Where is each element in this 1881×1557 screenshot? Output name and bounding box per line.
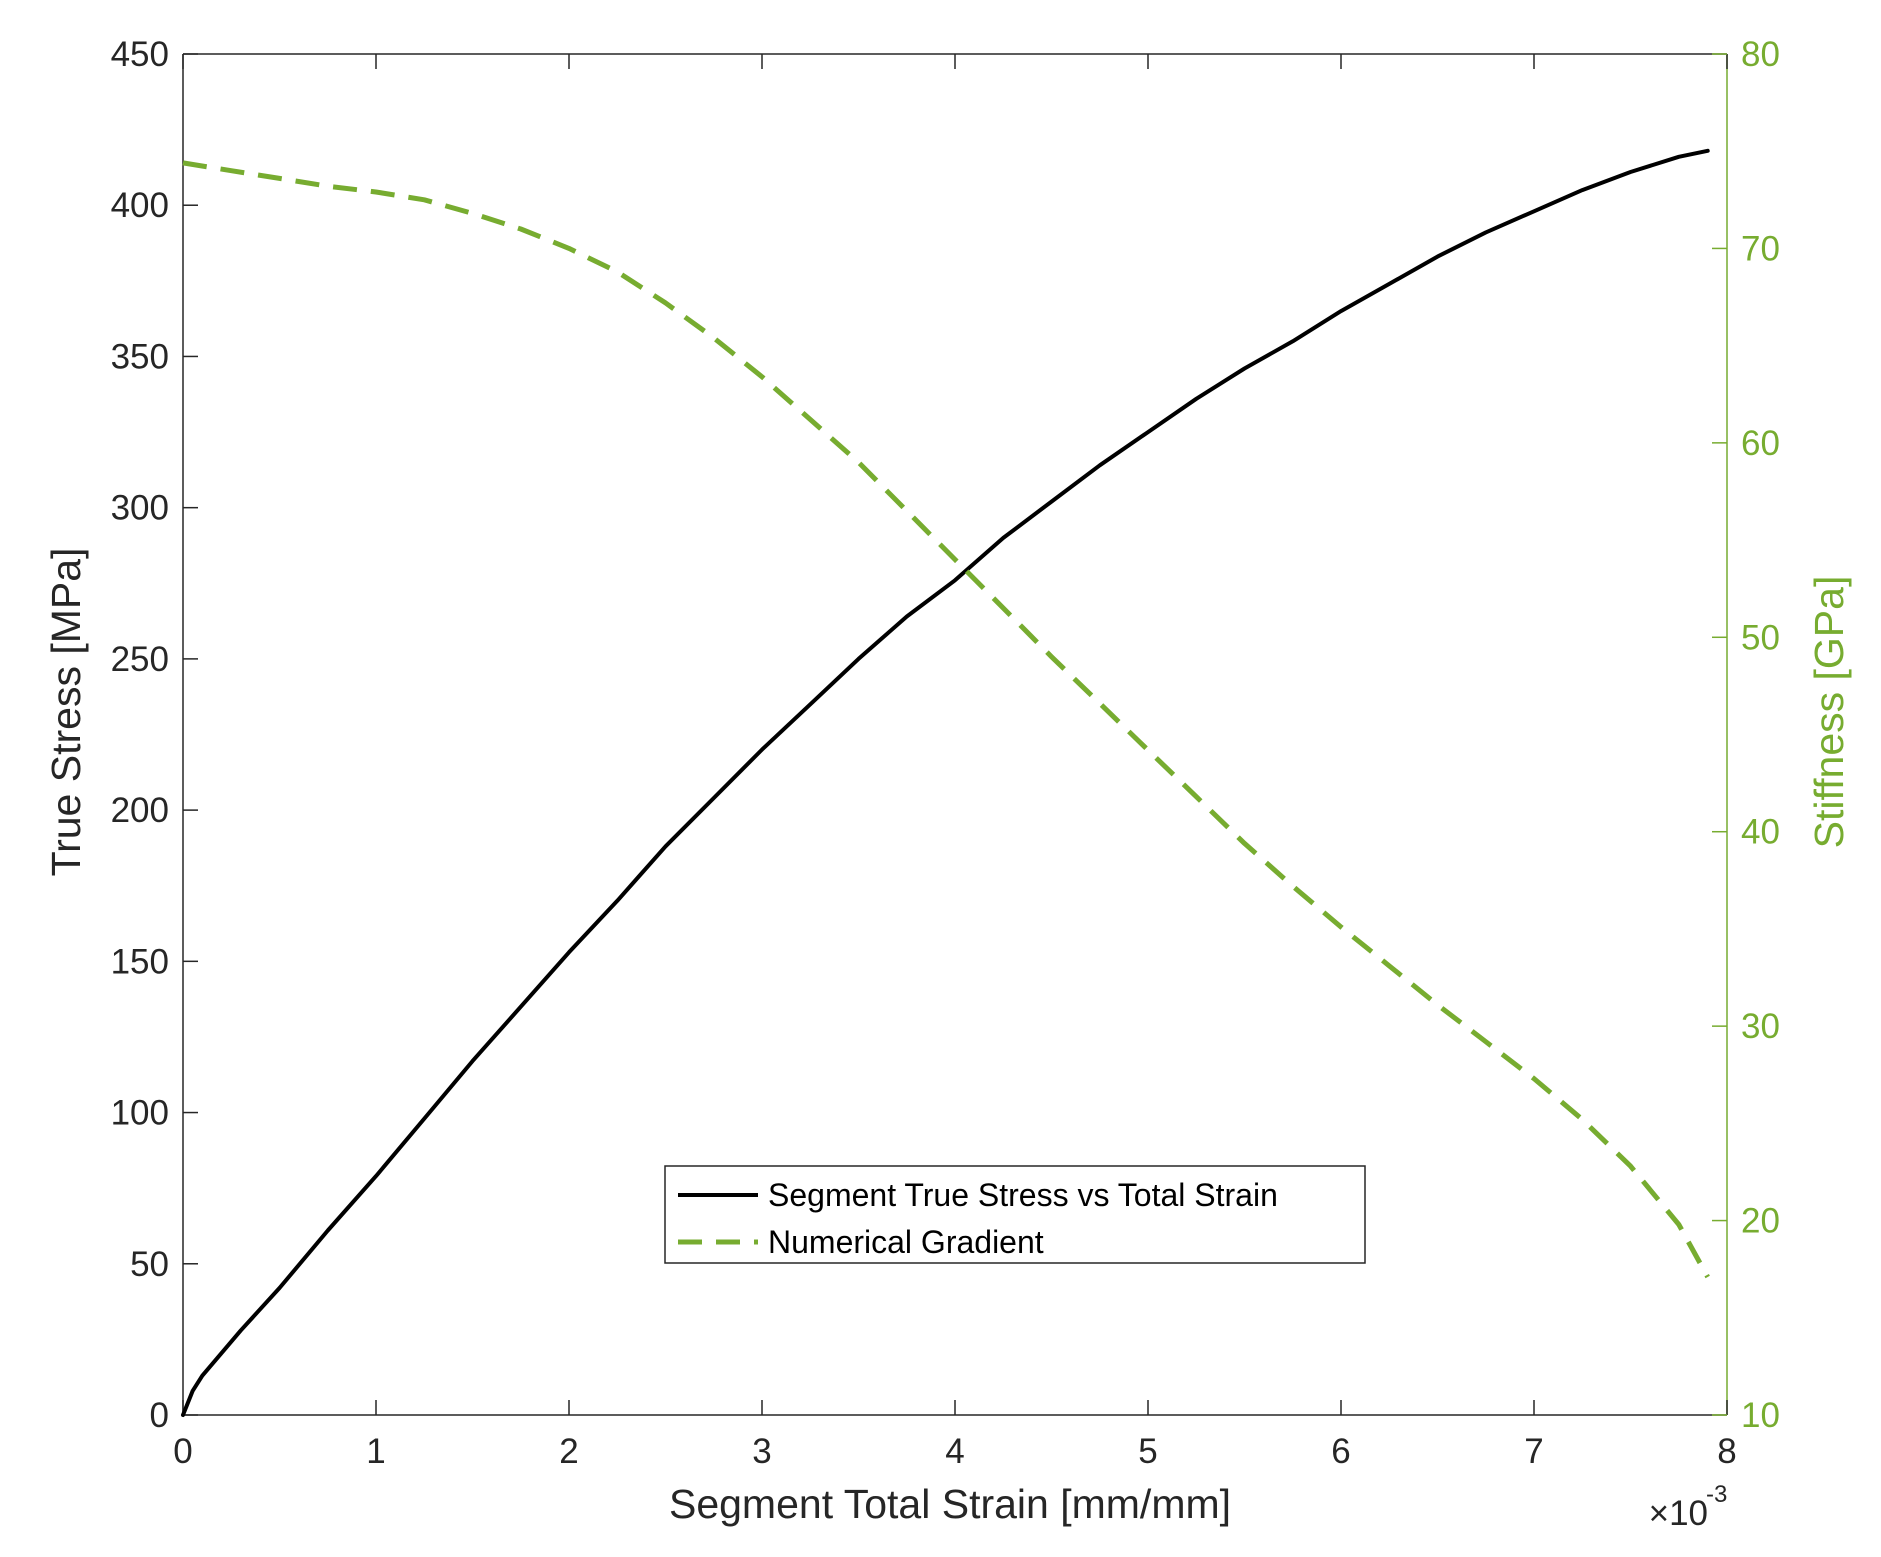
legend-label-stress: Segment True Stress vs Total Strain	[768, 1177, 1278, 1213]
y-right-tick-label: 70	[1741, 229, 1780, 268]
y-left-tick-label: 450	[111, 35, 169, 74]
series-line-true-stress	[181, 148, 1710, 1417]
y-left-tick-label: 150	[111, 942, 169, 981]
legend: Segment True Stress vs Total Strain Nume…	[664, 1165, 1366, 1264]
y-left-tick-label: 400	[111, 186, 169, 225]
y-right-tick-label: 10	[1741, 1396, 1780, 1435]
y-right-tick-label: 40	[1741, 813, 1780, 852]
y-left-tick-label: 0	[150, 1396, 169, 1435]
y-right-tick-label: 80	[1741, 35, 1780, 74]
x-tick-label: 3	[752, 1432, 771, 1471]
x-tick-label: 8	[1717, 1432, 1736, 1471]
x-axis-title: Segment Total Strain [mm/mm]	[669, 1481, 1231, 1527]
y-left-axis-title: True Stress [MPa]	[43, 548, 89, 877]
series-lines	[181, 148, 1710, 1417]
y-left-tick-label: 50	[130, 1245, 169, 1284]
x-tick-label: 5	[1138, 1432, 1157, 1471]
x-axis-multiplier-exponent: -3	[1706, 1481, 1727, 1508]
y-left-tick-label: 350	[111, 337, 169, 376]
y-left-tick-label: 300	[111, 489, 169, 528]
x-axis-ticks: 0 1 2 3 4 5 6 7 8	[173, 54, 1737, 1471]
y-left-tick-label: 100	[111, 1094, 169, 1133]
y-right-tick-label: 30	[1741, 1007, 1780, 1046]
y-right-axis-title: Stiffness [GPa]	[1806, 576, 1852, 849]
x-tick-label: 0	[173, 1432, 192, 1471]
y-right-tick-label: 50	[1741, 618, 1780, 657]
y-left-tick-label: 250	[111, 640, 169, 679]
y-right-axis-ticks: 10 20 30 40 50 60 70 80	[1712, 35, 1780, 1435]
y-right-tick-label: 60	[1741, 424, 1780, 463]
x-tick-label: 4	[945, 1432, 964, 1471]
y-left-tick-label: 200	[111, 791, 169, 830]
x-tick-label: 1	[366, 1432, 385, 1471]
x-tick-label: 7	[1524, 1432, 1543, 1471]
legend-box	[664, 1165, 1366, 1264]
x-tick-label: 6	[1331, 1432, 1350, 1471]
legend-label-gradient: Numerical Gradient	[768, 1224, 1044, 1260]
y-left-axis-ticks: 0 50 100 150 200 250 300 350 400 450	[111, 35, 198, 1435]
x-axis-multiplier: ×10	[1649, 1494, 1708, 1533]
series-line-numerical-gradient	[182, 160, 1710, 1279]
y-right-tick-label: 20	[1741, 1202, 1780, 1241]
x-tick-label: 2	[559, 1432, 578, 1471]
